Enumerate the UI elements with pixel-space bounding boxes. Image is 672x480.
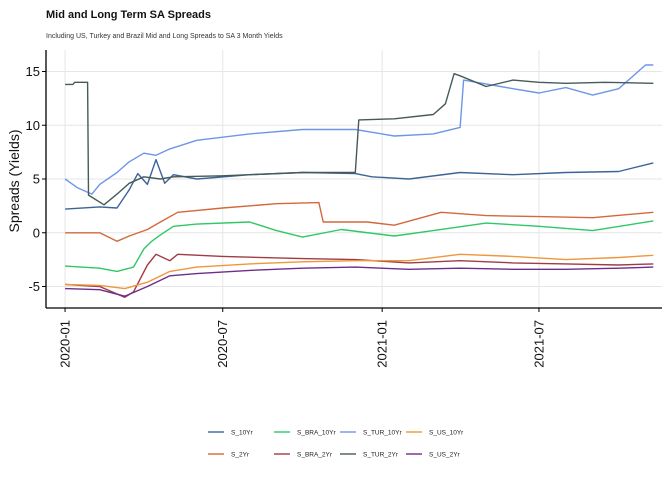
y-tick-label: 10 <box>26 118 40 133</box>
legend-label: S_US_10Yr <box>429 430 464 437</box>
series-line-s-tur-2yr <box>65 73 654 206</box>
series-line-s-2yr <box>65 201 654 242</box>
x-tick-label: 2021-07 <box>531 320 546 368</box>
legend-label: S_2Yr <box>231 452 250 459</box>
x-tick-label: 2021-01 <box>375 320 390 368</box>
legend: S_10Yr S_2Yr S_BRA_10Yr S_BRA_2Yr S_TUR_10Yr… <box>208 430 464 459</box>
y-tick-label: 0 <box>33 225 40 240</box>
chart-title: Mid and Long Term SA Spreads <box>46 9 211 21</box>
chart-subtitle: Including US, Turkey and Brazil Mid and … <box>46 33 283 40</box>
series-line-s-us-10yr <box>65 253 654 290</box>
legend-label: S_BRA_2Yr <box>297 452 333 459</box>
axes: -5 0 5 10 15 2020-01 2020-07 2021-01 2021-07 <box>26 50 662 368</box>
y-tick-label: -5 <box>28 279 40 294</box>
legend-label: S_BRA_10Yr <box>297 430 336 437</box>
x-tick-label: 2020-07 <box>215 320 230 368</box>
series-line-s-us-2yr <box>65 266 654 297</box>
y-axis-label: Spreads (Yields) <box>6 130 22 233</box>
series-line-s-bra-10yr <box>65 220 654 273</box>
legend-label: S_TUR_2Yr <box>363 452 399 459</box>
x-tick-label: 2020-01 <box>58 320 73 368</box>
series-line-s-10yr <box>65 158 654 210</box>
y-tick-label: 15 <box>26 64 40 79</box>
series-line-s-tur-10yr <box>64 64 654 195</box>
series-lines <box>64 64 654 298</box>
legend-label: S_US_2Yr <box>429 452 461 459</box>
y-tick-label: 5 <box>33 172 40 187</box>
legend-label: S_TUR_10Yr <box>363 430 402 437</box>
legend-label: S_10Yr <box>231 430 254 437</box>
